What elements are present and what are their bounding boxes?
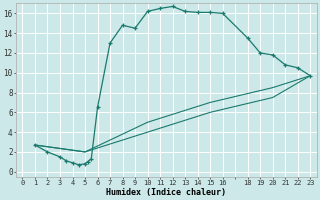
X-axis label: Humidex (Indice chaleur): Humidex (Indice chaleur) <box>106 188 226 197</box>
